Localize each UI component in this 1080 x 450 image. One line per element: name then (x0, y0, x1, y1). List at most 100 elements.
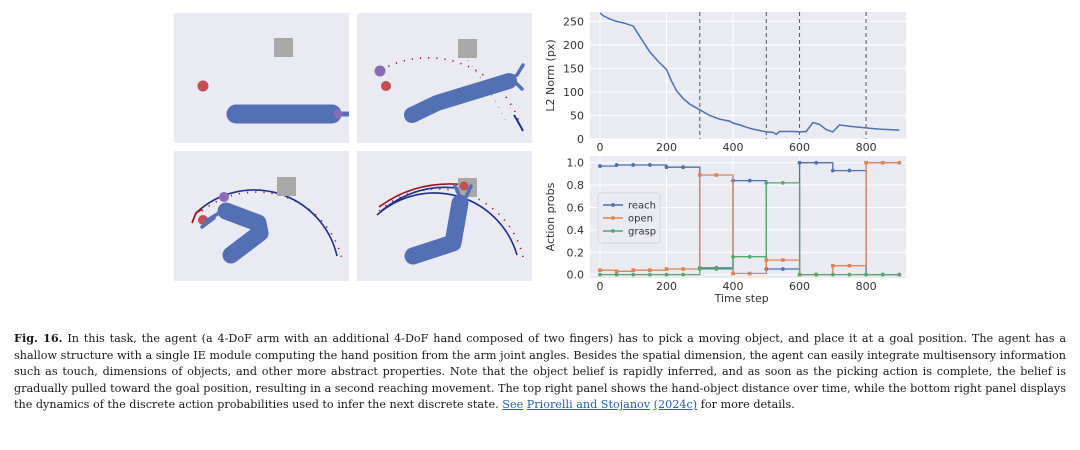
data-point-grasp (797, 272, 802, 277)
data-point-grasp (864, 272, 868, 277)
x-axis-label: Time step (714, 292, 769, 305)
data-point-grasp (714, 267, 719, 271)
y-tick-label: 100 (563, 86, 584, 99)
y-tick-label: 0.8 (567, 179, 585, 192)
data-point-reach (631, 163, 636, 167)
hand-trajectory (513, 114, 524, 132)
arm-scene-reaching (374, 39, 525, 132)
y-axis-label: Action probs (544, 182, 557, 251)
data-point-open (714, 173, 719, 177)
data-point-grasp (897, 272, 902, 277)
target-object (381, 81, 391, 91)
arm-panel-place (357, 151, 532, 281)
data-point-reach (747, 178, 752, 183)
data-point-reach (781, 267, 785, 271)
data-point-open (764, 258, 769, 262)
x-tick-label: 200 (656, 141, 677, 154)
data-point-grasp (731, 254, 735, 259)
legend-label-reach: reach (628, 201, 656, 212)
series-line-open (600, 162, 900, 276)
hand-fingers (200, 211, 221, 229)
data-point-open (864, 160, 868, 165)
dotted-trajectory (201, 191, 343, 260)
arm-panel-initial (174, 13, 349, 143)
object-belief (219, 192, 229, 202)
legend-marker-grasp (611, 229, 615, 233)
x-tick-label: 800 (856, 141, 877, 154)
data-point-open (747, 271, 752, 276)
y-tick-label: 250 (563, 15, 584, 28)
x-tick-label: 400 (723, 141, 744, 154)
goal-square (458, 39, 477, 58)
data-point-grasp (681, 272, 686, 277)
x-tick-label: 600 (789, 280, 810, 293)
y-tick-label: 50 (570, 109, 584, 122)
legend: reach open grasp (597, 192, 661, 244)
data-point-grasp (764, 180, 769, 185)
dotted-trajectory-inner (462, 54, 508, 124)
data-point-grasp (598, 272, 602, 277)
legend-marker-reach (611, 203, 615, 207)
data-point-grasp (747, 254, 752, 259)
data-point-reach (681, 165, 686, 170)
data-point-reach (614, 163, 619, 167)
data-point-open (648, 268, 652, 272)
l2-norm-chart: 0 200 400 600 800 0 50 100 150 200 250 L2 Norm (px) (544, 12, 906, 154)
action-probs-chart: 0 200 400 600 800 0.0 0.2 0.4 0.6 0.8 1.0 reach open… (544, 156, 906, 305)
data-point-grasp (697, 267, 702, 271)
y-tick-label: 0 (577, 133, 584, 146)
data-point-open (598, 268, 602, 272)
object-belief (374, 65, 386, 77)
x-tick-label: 600 (789, 141, 810, 154)
legend-label-grasp: grasp (628, 227, 656, 238)
belief-trajectory (378, 183, 468, 208)
y-axis-label: L2 Norm (px) (544, 39, 557, 111)
goal-square (277, 177, 296, 196)
data-point-reach (814, 160, 819, 165)
y-tick-label: 150 (563, 62, 584, 75)
data-point-open (731, 271, 735, 276)
arm-scene-place (376, 178, 524, 265)
data-point-grasp (781, 180, 785, 185)
x-tick-label: 400 (723, 280, 744, 293)
see-link[interactable]: See (502, 398, 524, 411)
plot-area (590, 12, 906, 139)
legend-marker-open (611, 216, 615, 220)
caption-ending: for more details. (700, 398, 795, 411)
y-tick-label: 200 (563, 39, 584, 52)
y-tick-label: 0.6 (567, 201, 585, 214)
arm-panel-reaching (357, 13, 532, 143)
target-object (197, 80, 209, 92)
caption-text: In this task, the agent (a 4-DoF arm wit… (14, 332, 1066, 411)
data-point-grasp (614, 272, 619, 277)
hand-fingers (501, 63, 525, 91)
reference-authors-link[interactable]: Priorelli and Stojanov (526, 398, 651, 411)
x-tick-label: 200 (656, 280, 677, 293)
arm-body (404, 73, 517, 123)
figure-caption: Fig. 16. In this task, the agent (a 4-Do… (14, 330, 1066, 414)
belief-trajectory (191, 208, 203, 224)
x-tick-label: 800 (856, 280, 877, 293)
data-point-open (847, 263, 852, 268)
y-tick-label: 0.0 (567, 269, 585, 282)
data-point-grasp (814, 272, 819, 277)
arm-scene-initial (197, 38, 349, 124)
hand-marker (333, 109, 343, 119)
data-point-open (681, 267, 685, 271)
data-point-open (831, 263, 835, 268)
target-object (459, 181, 469, 191)
arm-scene-grasp (191, 177, 343, 264)
data-point-open (880, 160, 885, 165)
reference-year-link[interactable]: (2024c) (653, 398, 698, 411)
data-point-grasp (647, 272, 652, 277)
data-point-grasp (830, 272, 835, 277)
data-point-grasp (631, 272, 636, 277)
data-point-open (631, 268, 636, 272)
data-point-grasp (880, 272, 885, 277)
y-tick-label: 0.2 (567, 246, 585, 259)
data-point-open (614, 269, 619, 274)
y-tick-label: 1.0 (567, 157, 585, 170)
data-point-grasp (664, 272, 669, 277)
data-point-reach (830, 168, 835, 173)
data-point-open (897, 160, 902, 165)
